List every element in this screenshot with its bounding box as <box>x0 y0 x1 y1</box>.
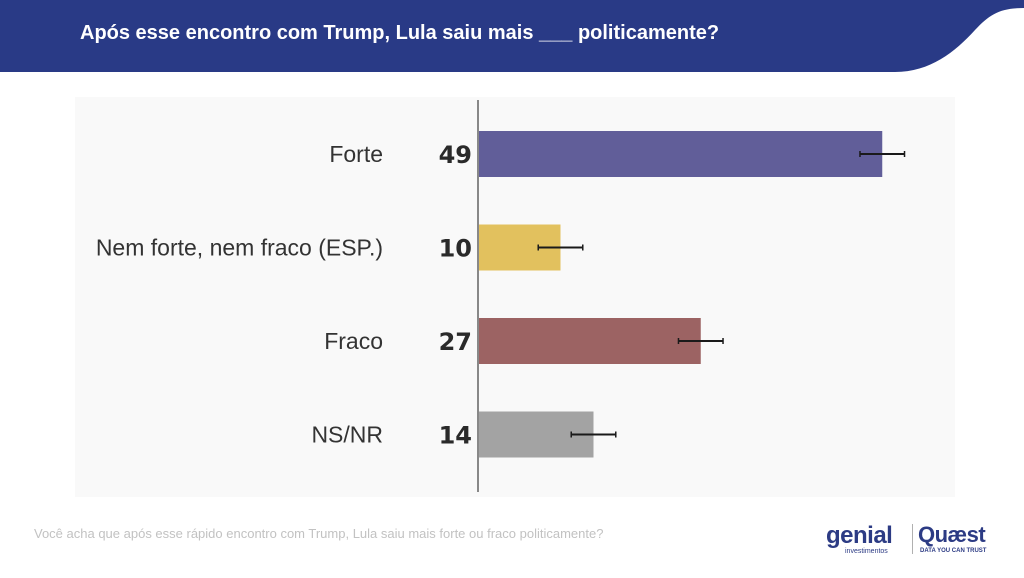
survey-question: Você acha que após esse rápido encontro … <box>34 526 604 541</box>
logos: genial investimentos Quæst DATA YOU CAN … <box>826 520 1001 560</box>
genial-logo-subtitle: investimentos <box>845 548 888 555</box>
category-label: Forte <box>329 141 383 167</box>
genial-logo: genial <box>826 522 893 549</box>
data-label: 49 <box>439 141 472 169</box>
header-banner: Após esse encontro com Trump, Lula saiu … <box>0 0 1024 72</box>
bar <box>478 131 883 177</box>
data-label: 10 <box>439 235 472 263</box>
category-label: Fraco <box>324 328 383 354</box>
bar <box>478 318 701 364</box>
quaest-logo: Quæst <box>918 522 986 547</box>
quaest-logo-subtitle: DATA YOU CAN TRUST <box>920 548 987 554</box>
data-label: 14 <box>439 422 472 450</box>
header-background <box>0 0 1024 72</box>
category-label: Nem forte, nem fraco (ESP.) <box>96 235 383 261</box>
category-label: NS/NR <box>311 422 383 448</box>
logo-divider <box>912 524 913 554</box>
data-label: 27 <box>439 328 472 356</box>
chart-area: 49 Forte 10 Nem forte, nem fraco (ESP.) 27 Fr… <box>75 97 955 497</box>
bar-chart: 49 Forte 10 Nem forte, nem fraco (ESP.) 27 Fr… <box>96 100 906 492</box>
page-title: Após esse encontro com Trump, Lula saiu … <box>80 22 720 44</box>
